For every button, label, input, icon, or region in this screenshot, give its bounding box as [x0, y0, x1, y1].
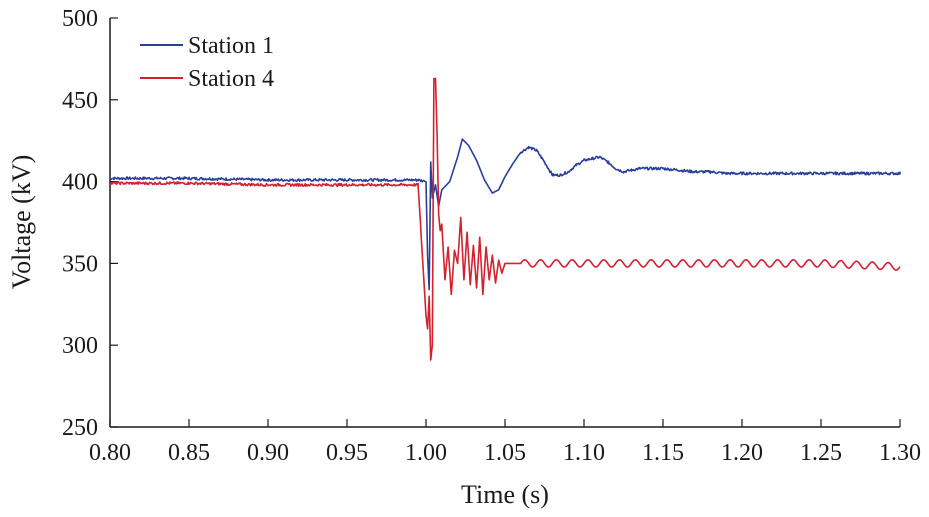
x-ticks: 0.80 0.85 0.90 0.95 1.00 1.05 1.10 1.15 1.20 1.25…: [89, 419, 921, 466]
y-ticks: 250 300 350 400 450 500: [62, 6, 118, 441]
y-tick-label: 300: [62, 333, 98, 359]
y-tick-label: 350: [62, 251, 98, 277]
x-tick-label: 0.90: [247, 440, 289, 466]
x-tick-label: 0.80: [89, 440, 131, 466]
x-tick-label: 1.15: [642, 440, 684, 466]
series-lines: [109, 77, 901, 361]
legend: Station 1 Station 4: [140, 33, 274, 92]
y-axis-title: Voltage (kV): [7, 155, 36, 290]
x-tick-label: 1.05: [484, 440, 526, 466]
series-line-station-1: [109, 138, 901, 291]
x-tick-label: 1.30: [879, 440, 921, 466]
legend-label-station-1: Station 1: [188, 33, 274, 59]
x-axis-title: Time (s): [461, 480, 549, 509]
x-tick-label: 0.95: [326, 440, 368, 466]
x-tick-label: 1.00: [405, 440, 447, 466]
y-tick-label: 250: [62, 415, 98, 441]
x-tick-label: 1.10: [563, 440, 605, 466]
x-tick-label: 1.20: [721, 440, 763, 466]
y-tick-label: 450: [62, 88, 98, 114]
series-line-station-4: [109, 77, 901, 361]
legend-label-station-4: Station 4: [188, 66, 274, 92]
y-tick-label: 400: [62, 170, 98, 196]
x-tick-label: 1.25: [800, 440, 842, 466]
x-tick-label: 0.85: [168, 440, 210, 466]
y-tick-label: 500: [62, 6, 98, 32]
